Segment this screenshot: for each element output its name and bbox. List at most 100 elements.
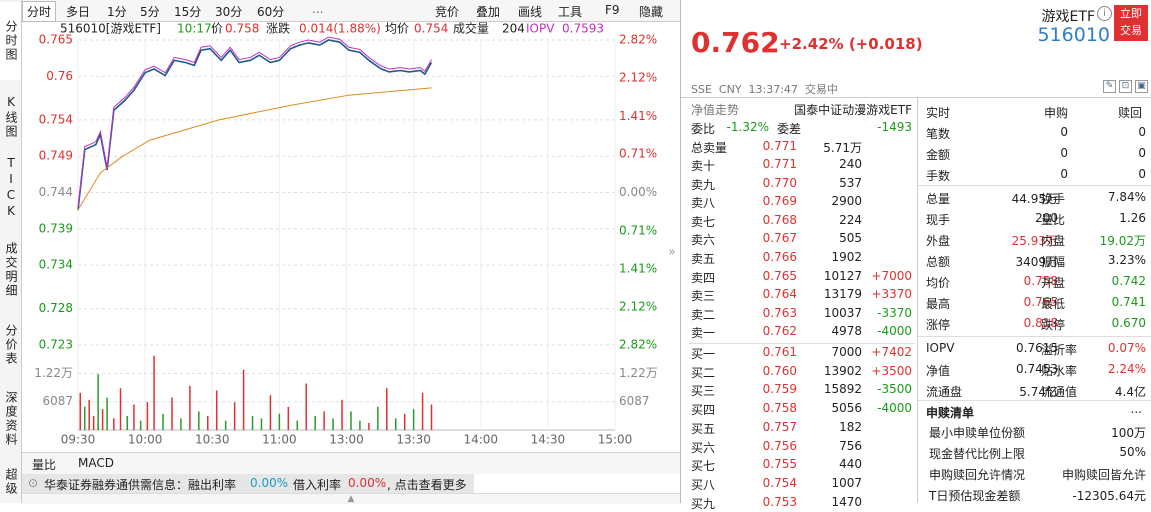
side-tab[interactable]: 成交明细 — [4, 242, 18, 298]
side-tab[interactable]: 超级 — [4, 468, 18, 496]
ob-volume: 7000 — [831, 345, 862, 359]
stats-value: 0 — [1060, 146, 1068, 160]
ob-price: 0.771 — [762, 139, 797, 153]
side-tab[interactable]: K线图 — [4, 95, 18, 139]
stats-label: 最低 — [1041, 297, 1066, 311]
side-tab[interactable]: 分时图 — [0, 2, 21, 80]
collapse-arrow: » — [668, 245, 675, 259]
y-tick-label: 0.744 — [39, 185, 73, 199]
stats-label: 量比 — [1041, 213, 1066, 227]
trade-button[interactable]: 立即 交易 — [1114, 5, 1148, 41]
list-title: 申赎清单 — [926, 406, 975, 420]
y-tick-label: 0.76 — [46, 69, 73, 83]
ticker[interactable]: ⊙ 华泰证券融券通供需信息：融出利率 0.00% 借入利率 0.00%, 点击查看更多 — [22, 474, 474, 493]
stats-value: 0 — [1060, 125, 1068, 139]
period-tab[interactable]: 5分 — [140, 5, 160, 19]
stats-value: 0 — [1138, 146, 1146, 160]
x-tick-label: 10:00 — [128, 433, 163, 447]
info-iopv: 0.7593 — [562, 22, 604, 36]
divider — [918, 336, 1151, 337]
ob-label: 卖八 — [691, 196, 716, 211]
list-label: 现金替代比例上限 — [929, 447, 1026, 461]
ob-change: -3500 — [877, 382, 912, 397]
scroll-handle[interactable]: ▲ — [22, 493, 680, 504]
divider — [917, 98, 918, 503]
side-tab[interactable]: TICK — [4, 156, 18, 220]
side-tabs: 分时图 K线图 TICK 成交明细分价表深度资料超级 — [0, 0, 22, 503]
stats-value: 0.818 — [1023, 316, 1058, 330]
stats-label: 均价 — [926, 276, 951, 290]
ob-change: +7000 — [871, 268, 912, 283]
y-tick-label: 0.765 — [39, 33, 73, 47]
stats-value: 19.02万 — [1099, 234, 1146, 248]
period-tab[interactable]: 60分 — [257, 5, 285, 19]
stats-value: 0 — [1138, 125, 1146, 139]
stats-label: 涨停 — [926, 318, 951, 332]
period-tab[interactable]: 多日 — [66, 5, 91, 19]
tool-button[interactable]: F9 — [605, 3, 620, 17]
stats-value: 0.765 — [1023, 295, 1058, 309]
indicator-tab[interactable]: 量比 — [32, 458, 57, 472]
trade-button-label[interactable]: 立即 — [1120, 7, 1142, 20]
list-more[interactable]: ... — [1130, 402, 1142, 416]
ob-label: 买七 — [691, 459, 716, 474]
ob-volume: 10127 — [823, 268, 862, 283]
ob-volume: 240 — [839, 157, 862, 171]
ob-label: 卖六 — [691, 233, 716, 248]
x-tick-label: 14:30 — [531, 433, 566, 447]
info-price-label: 价 — [211, 22, 223, 36]
ob-label: 卖九 — [691, 177, 716, 192]
ob-label: 卖七 — [691, 214, 716, 229]
info-avg: 0.754 — [414, 22, 448, 36]
ob-label: 卖一 — [691, 326, 716, 341]
period-tab[interactable]: 分时 — [22, 1, 57, 22]
list-value: 50% — [1119, 445, 1146, 459]
quote-name: 游戏ETF — [1041, 9, 1095, 25]
ob-change: +3500 — [871, 363, 912, 378]
ob-head[interactable]: 净值走势 — [691, 103, 740, 117]
tool-button[interactable]: 画线 — [518, 5, 543, 19]
ob-change: +3370 — [871, 287, 912, 302]
panel-icon[interactable]: ⊡ — [1119, 80, 1132, 93]
stats-label: 内盘 — [1041, 234, 1066, 248]
ob-volume: 13902 — [823, 363, 862, 378]
ob-volume: 182 — [839, 419, 862, 434]
stats-value: 0.7453 — [1016, 362, 1058, 376]
ob-price: 0.771 — [762, 157, 797, 171]
ob-volume: 2900 — [831, 194, 862, 209]
period-tab[interactable]: 30分 — [215, 5, 243, 19]
period-tab[interactable]: 1分 — [107, 5, 127, 19]
tool-button[interactable]: 工具 — [558, 5, 583, 19]
ob-volume: 15892 — [823, 382, 862, 397]
ob-volume: 1902 — [831, 250, 862, 264]
panel-icon[interactable]: ▣ — [1135, 80, 1148, 93]
stats-label: 外盘 — [926, 234, 951, 248]
stats-head: 赎回 — [1118, 106, 1143, 120]
info-vol-label: 成交量 — [453, 22, 489, 36]
x-tick-label: 09:30 — [61, 433, 96, 447]
series-line — [77, 39, 433, 211]
stats-label: 贴水率 — [1041, 364, 1078, 378]
stats-label: 笔数 — [926, 127, 951, 141]
info-change-label: 涨跌 — [266, 22, 290, 36]
tool-button[interactable]: 竞价 — [435, 5, 460, 19]
more-button[interactable]: ... — [312, 2, 324, 16]
indicator-tab[interactable]: MACD — [78, 456, 114, 470]
ob-price: 0.766 — [762, 250, 797, 264]
ob-price: 0.769 — [762, 194, 797, 209]
side-tab[interactable]: 分价表 — [4, 324, 18, 366]
side-tab[interactable]: 深度资料 — [4, 391, 18, 447]
ob-volume: 13179 — [823, 287, 862, 302]
stats-value: 3409万 — [1015, 255, 1058, 269]
panel-icon[interactable]: ✎ — [1103, 80, 1116, 93]
info-iopv-label: IOPV — [526, 22, 555, 36]
list-label: 最小申赎单位份额 — [929, 426, 1026, 440]
trade-button-label[interactable]: 交易 — [1120, 24, 1142, 37]
stats-value: 4.4亿 — [1114, 385, 1146, 399]
tool-button[interactable]: 叠加 — [476, 5, 501, 19]
info-time: 10:17 — [177, 22, 212, 36]
info-icon[interactable]: i — [1097, 6, 1112, 21]
ob-volume: 505 — [839, 231, 862, 246]
period-tab[interactable]: 15分 — [174, 5, 202, 19]
tool-button[interactable]: 隐藏 — [639, 5, 664, 19]
